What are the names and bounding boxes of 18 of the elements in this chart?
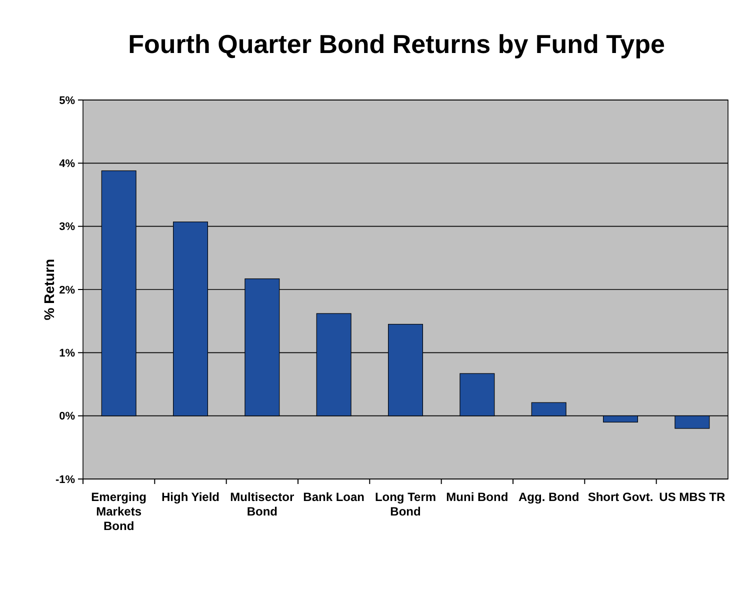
x-tick-label: Muni Bond [446,490,508,504]
x-tick-label: Long Term Bond [374,490,436,518]
y-tick-label: 0% [59,410,76,423]
x-tick-label: Emerging Markets Bond [91,490,147,533]
y-tick-label: 5% [59,94,76,107]
x-tick-label: Short Govt. [588,490,654,504]
x-tick-label: Agg. Bond [518,490,580,504]
chart-title: Fourth Quarter Bond Returns by Fund Type [128,29,665,59]
x-tick-label: Multisector Bond [230,490,294,518]
x-tick-label: Bank Loan [303,490,365,504]
y-axis-title: % Return [41,258,57,320]
y-tick-label: -1% [55,474,76,486]
y-tick-label: 3% [59,221,76,234]
y-tick-label: 1% [59,348,76,360]
x-tick-label: US MBS TR [659,490,726,504]
x-tick-label: High Yield [161,490,220,504]
y-tick-label: 4% [59,158,76,170]
y-tick-label: 2% [59,284,76,296]
